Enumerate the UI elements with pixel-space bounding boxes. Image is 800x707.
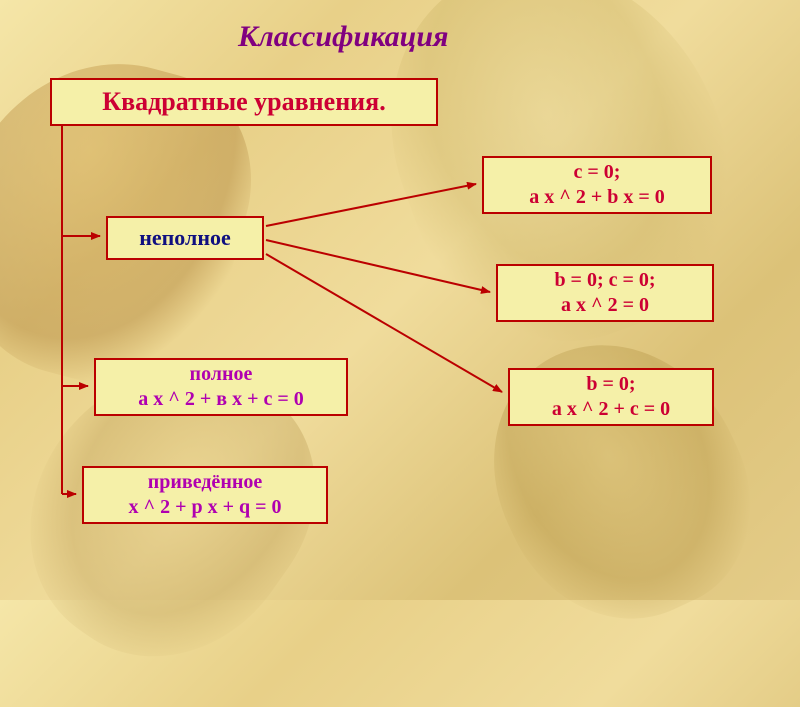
case-b0c0-label: b = 0; с = 0; а х ^ 2 = 0 bbox=[554, 268, 655, 318]
reduced-label: приведённое х ^ 2 + р х + q = 0 bbox=[128, 470, 281, 520]
bg-leaf bbox=[452, 302, 788, 657]
root-label: Квадратные уравнения. bbox=[102, 87, 385, 117]
case-c0-box: с = 0; а х ^ 2 + b х = 0 bbox=[482, 156, 712, 214]
case-b0c0-box: b = 0; с = 0; а х ^ 2 = 0 bbox=[496, 264, 714, 322]
incomplete-box: неполное bbox=[106, 216, 264, 260]
complete-box: полное а х ^ 2 + в х + с = 0 bbox=[94, 358, 348, 416]
diagram-title: Классификация bbox=[238, 20, 449, 54]
reduced-box: приведённое х ^ 2 + р х + q = 0 bbox=[82, 466, 328, 524]
case-b0-box: b = 0; а х ^ 2 + с = 0 bbox=[508, 368, 714, 426]
case-b0-label: b = 0; а х ^ 2 + с = 0 bbox=[552, 372, 670, 422]
incomplete-label: неполное bbox=[139, 225, 231, 251]
complete-label: полное а х ^ 2 + в х + с = 0 bbox=[138, 362, 304, 412]
root-box: Квадратные уравнения. bbox=[50, 78, 438, 126]
case-c0-label: с = 0; а х ^ 2 + b х = 0 bbox=[529, 160, 665, 210]
